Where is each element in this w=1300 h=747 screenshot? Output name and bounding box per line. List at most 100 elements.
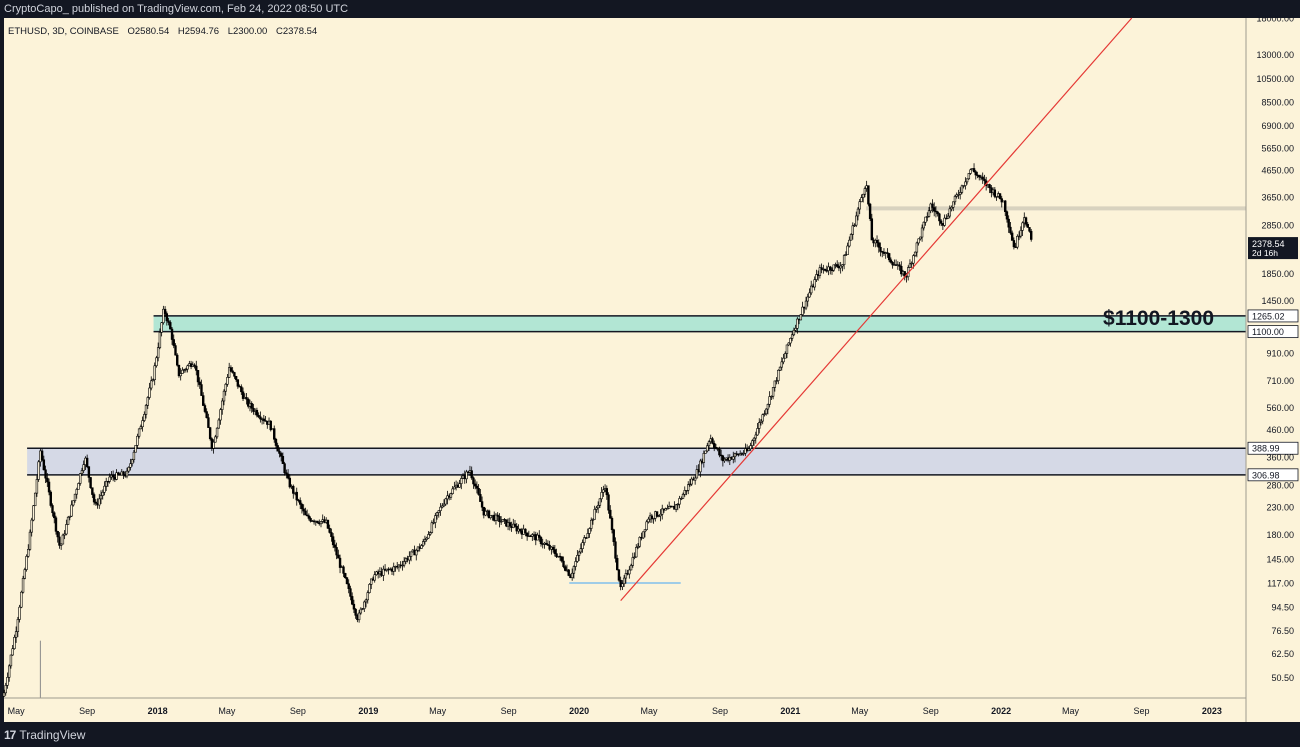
candle-body: [891, 262, 894, 266]
candle-body: [785, 344, 789, 354]
candle-body: [790, 334, 794, 339]
candle-body: [25, 556, 28, 570]
candle-body: [1007, 218, 1010, 228]
candle-body: [721, 455, 725, 462]
candle-body: [179, 373, 182, 377]
candle-body: [224, 383, 227, 392]
candle-body: [141, 420, 144, 428]
legend-symbol: ETHUSD, 3D, COINBASE: [8, 26, 119, 37]
candle-body: [82, 464, 85, 471]
time-tick-label: 2019: [358, 706, 378, 716]
candle-body: [583, 537, 586, 543]
price-tag-label: 1100.00: [1252, 327, 1284, 337]
candle-body: [751, 440, 754, 446]
candle-body: [59, 543, 63, 546]
candle-body: [887, 253, 891, 261]
candle-body: [221, 400, 224, 410]
candle-body: [146, 397, 149, 406]
candle-body: [273, 428, 276, 440]
candle-body: [747, 448, 751, 451]
candle-body: [513, 523, 517, 527]
price-tag-box: [1247, 309, 1299, 323]
candle-body: [960, 185, 964, 193]
candle-body: [782, 357, 785, 363]
candle-body: [129, 463, 132, 468]
candle-body: [685, 489, 688, 492]
candle-body: [66, 516, 70, 525]
candle-body: [553, 549, 557, 554]
candle-body: [363, 601, 366, 609]
candle-body: [349, 588, 352, 597]
candle-body: [958, 192, 962, 195]
candle-body: [361, 608, 364, 610]
time-tick-label: 2018: [148, 706, 168, 716]
candle-body: [51, 505, 54, 514]
candle-body: [111, 475, 115, 478]
candle-body: [366, 592, 369, 601]
price-axis[interactable]: 18000.00 13000.00 10500.00 8500.00 6900.00 56…: [1247, 14, 1299, 683]
candle-body: [27, 549, 30, 557]
candle-body: [415, 550, 418, 556]
candle-body: [47, 481, 51, 493]
price-tick-label: 62.50: [1271, 649, 1294, 659]
candle-body: [693, 477, 697, 481]
candle-body: [278, 450, 281, 454]
candle-body: [839, 265, 842, 269]
candle-body: [434, 515, 437, 523]
candle-body: [233, 372, 236, 377]
candle-body: [184, 368, 188, 371]
candle-body: [150, 380, 153, 389]
candle-body: [759, 420, 763, 423]
candle-body: [680, 498, 683, 500]
candle-body: [222, 390, 226, 402]
candle-body: [780, 361, 783, 368]
candle-body: [35, 479, 39, 494]
candle-body: [193, 364, 196, 367]
candle-body: [214, 436, 217, 443]
candle-body: [444, 498, 447, 505]
candle-body: [1017, 235, 1021, 238]
price-tick-label: 3650.00: [1261, 193, 1294, 203]
candle-body: [628, 569, 631, 575]
candle-body: [156, 347, 160, 359]
candle-body: [453, 486, 456, 490]
zone-upper: [153, 315, 1247, 332]
candle-body: [655, 511, 659, 517]
price-tick-label: 8500.00: [1261, 98, 1294, 108]
candle-body: [789, 338, 792, 344]
price-tick-label: 94.50: [1271, 603, 1294, 613]
candle-body: [842, 255, 846, 265]
time-axis[interactable]: May Sep 2018 May Sep 2019 May Sep 2020 May Sep 2021…: [8, 706, 1222, 716]
candle-body: [706, 445, 709, 452]
candle-body: [89, 477, 92, 489]
candle-body: [101, 491, 104, 496]
candle-body: [969, 169, 972, 174]
price-tick-label: 360.00: [1266, 452, 1294, 462]
candle-body: [617, 569, 621, 581]
candle-body: [153, 365, 156, 380]
candle-body: [934, 210, 938, 213]
candle-body: [167, 320, 170, 323]
candle-body: [586, 533, 589, 539]
candle-body: [75, 489, 78, 495]
candle-body: [1000, 198, 1003, 203]
tradingview-logo[interactable]: 17 TradingView: [4, 724, 114, 747]
candle-body: [995, 196, 998, 198]
candle-body: [103, 485, 106, 493]
candle-body: [350, 596, 354, 605]
candle-body: [570, 572, 574, 579]
candle-body: [326, 519, 330, 529]
candle-body: [475, 485, 479, 489]
candle-body: [134, 445, 137, 453]
candle-body: [4, 685, 7, 694]
candle-body: [87, 466, 91, 478]
trendline: [620, 17, 1133, 602]
candle-body: [11, 648, 14, 656]
candle-body: [259, 416, 262, 420]
price-chart[interactable]: 18000.00 13000.00 10500.00 8500.00 6900.00 56…: [0, 0, 1300, 724]
candle-body: [647, 518, 650, 523]
candle-body: [160, 322, 163, 333]
candle-body: [176, 354, 179, 366]
candle-body: [525, 532, 529, 537]
candle-body: [198, 381, 201, 385]
